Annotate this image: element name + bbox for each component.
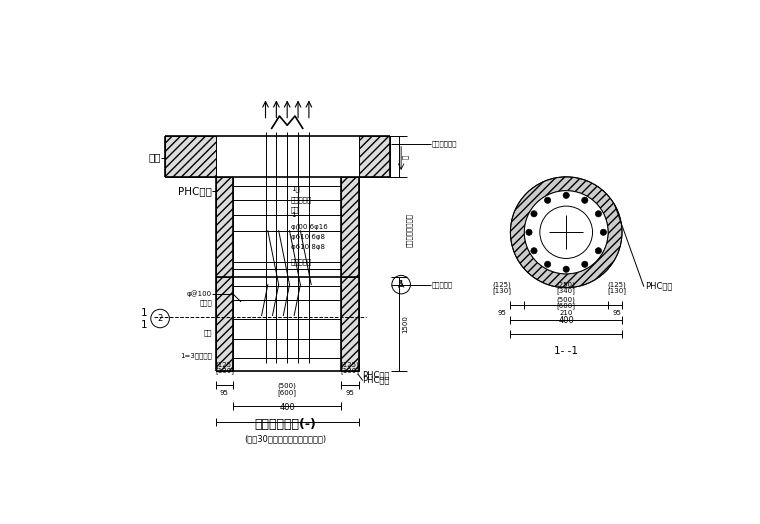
- Text: (承压30强度值石混凝土接触密实): (承压30强度值石混凝土接触密实): [244, 434, 326, 443]
- Text: PHC管桩: PHC管桩: [363, 370, 390, 379]
- Text: φ(00 6φ16: φ(00 6φ16: [291, 224, 328, 230]
- Text: 95: 95: [612, 310, 621, 316]
- Bar: [165, 136, 216, 177]
- Bar: [341, 277, 359, 371]
- Text: 1和: 1和: [291, 185, 300, 192]
- Text: PHC管桩: PHC管桩: [645, 282, 673, 291]
- Text: (500): (500): [277, 383, 296, 389]
- Text: 孔隙: 孔隙: [204, 329, 212, 336]
- Text: [340]: [340]: [557, 287, 575, 294]
- Text: 95: 95: [498, 310, 506, 316]
- Text: 缺: 缺: [402, 154, 409, 159]
- Bar: [359, 136, 389, 177]
- Bar: [216, 277, 233, 371]
- Text: 1500: 1500: [402, 315, 408, 333]
- Circle shape: [581, 261, 588, 267]
- Text: [130]: [130]: [340, 367, 359, 374]
- Text: [130]: [130]: [607, 287, 626, 294]
- Text: (250): (250): [557, 281, 575, 288]
- Circle shape: [595, 248, 601, 254]
- Circle shape: [563, 192, 569, 199]
- Text: [600]: [600]: [556, 302, 576, 309]
- Text: 前后板钢筋尺寸宽: 前后板钢筋尺寸宽: [407, 213, 413, 247]
- Text: (500): (500): [557, 297, 575, 303]
- Circle shape: [563, 266, 569, 272]
- Text: [130]: [130]: [492, 287, 511, 294]
- Circle shape: [544, 261, 551, 267]
- Circle shape: [531, 248, 537, 254]
- Wedge shape: [511, 177, 622, 288]
- Text: 1: 1: [141, 320, 148, 330]
- Text: φ610 6φ8: φ610 6φ8: [291, 234, 325, 240]
- Text: 95: 95: [220, 390, 229, 396]
- Text: 接桩管壁上: 接桩管壁上: [291, 196, 312, 203]
- Bar: [341, 177, 359, 277]
- Text: (125): (125): [492, 281, 511, 288]
- Text: (125): (125): [340, 362, 359, 368]
- Text: 400: 400: [280, 403, 295, 412]
- Circle shape: [595, 211, 601, 217]
- Text: [130]: [130]: [215, 367, 234, 374]
- Text: 1: 1: [398, 280, 404, 289]
- Text: 钢板: 钢板: [291, 206, 299, 213]
- Text: 400: 400: [559, 315, 574, 325]
- Text: 2: 2: [157, 314, 163, 323]
- Text: [600]: [600]: [277, 389, 296, 396]
- Circle shape: [526, 229, 532, 235]
- Circle shape: [600, 229, 606, 235]
- Text: φ610 8φ8: φ610 8φ8: [291, 244, 325, 250]
- Text: 1: 1: [291, 212, 296, 219]
- Bar: [216, 177, 233, 277]
- Text: 1=3混凝钢筋: 1=3混凝钢筋: [180, 352, 212, 359]
- Circle shape: [581, 197, 588, 203]
- Text: 取付螺接松缝: 取付螺接松缝: [432, 140, 458, 147]
- Circle shape: [531, 211, 537, 217]
- Text: 合格即可达: 合格即可达: [291, 258, 312, 265]
- Text: 95: 95: [346, 390, 354, 396]
- Text: (125): (125): [215, 362, 234, 368]
- Text: 观察视察系: 观察视察系: [432, 281, 454, 288]
- Text: (125): (125): [607, 281, 626, 288]
- Text: 1: 1: [141, 308, 148, 318]
- Text: 1- -1: 1- -1: [554, 346, 578, 356]
- Text: 销魔筋: 销魔筋: [199, 300, 212, 307]
- Circle shape: [544, 197, 551, 203]
- Text: PHC管桩: PHC管桩: [363, 376, 390, 385]
- Text: 承台: 承台: [148, 152, 161, 162]
- Text: 210: 210: [559, 310, 573, 316]
- Circle shape: [524, 191, 608, 274]
- Text: 管桩接桩大样(-): 管桩接桩大样(-): [254, 418, 316, 431]
- Circle shape: [540, 206, 593, 258]
- Text: PHC管桩: PHC管桩: [178, 185, 212, 195]
- Text: φ@100: φ@100: [187, 290, 212, 297]
